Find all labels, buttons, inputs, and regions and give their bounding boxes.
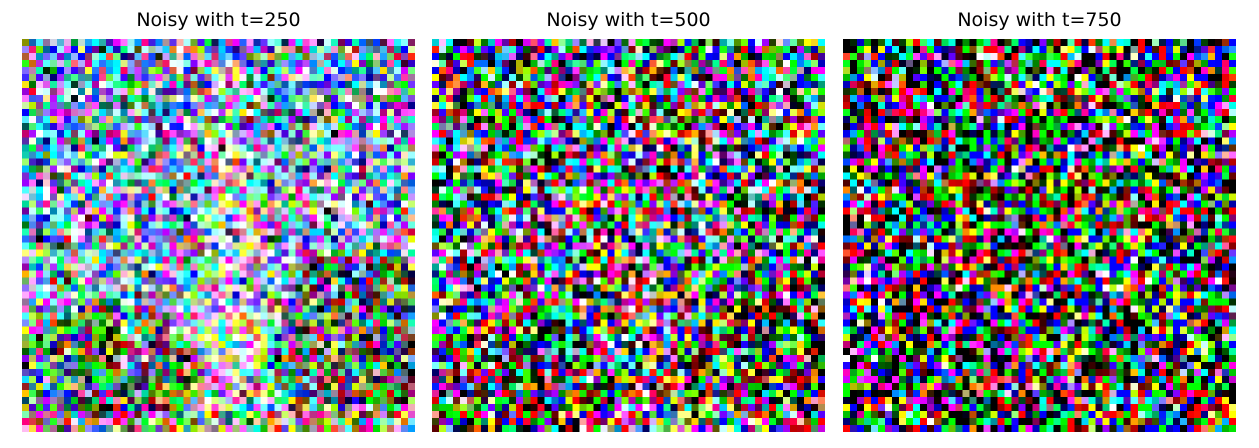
panel-t750: Noisy with t=750 — [843, 0, 1236, 448]
panel-title: Noisy with t=250 — [136, 9, 301, 31]
noisy-lighthouse-image — [843, 39, 1236, 432]
noisy-lighthouse-image — [432, 39, 825, 432]
panel-t500: Noisy with t=500 — [432, 0, 825, 448]
panel-title: Noisy with t=750 — [957, 9, 1122, 31]
panel-title: Noisy with t=500 — [546, 9, 711, 31]
noisy-lighthouse-image — [22, 39, 415, 432]
panel-t250: Noisy with t=250 — [22, 0, 415, 448]
